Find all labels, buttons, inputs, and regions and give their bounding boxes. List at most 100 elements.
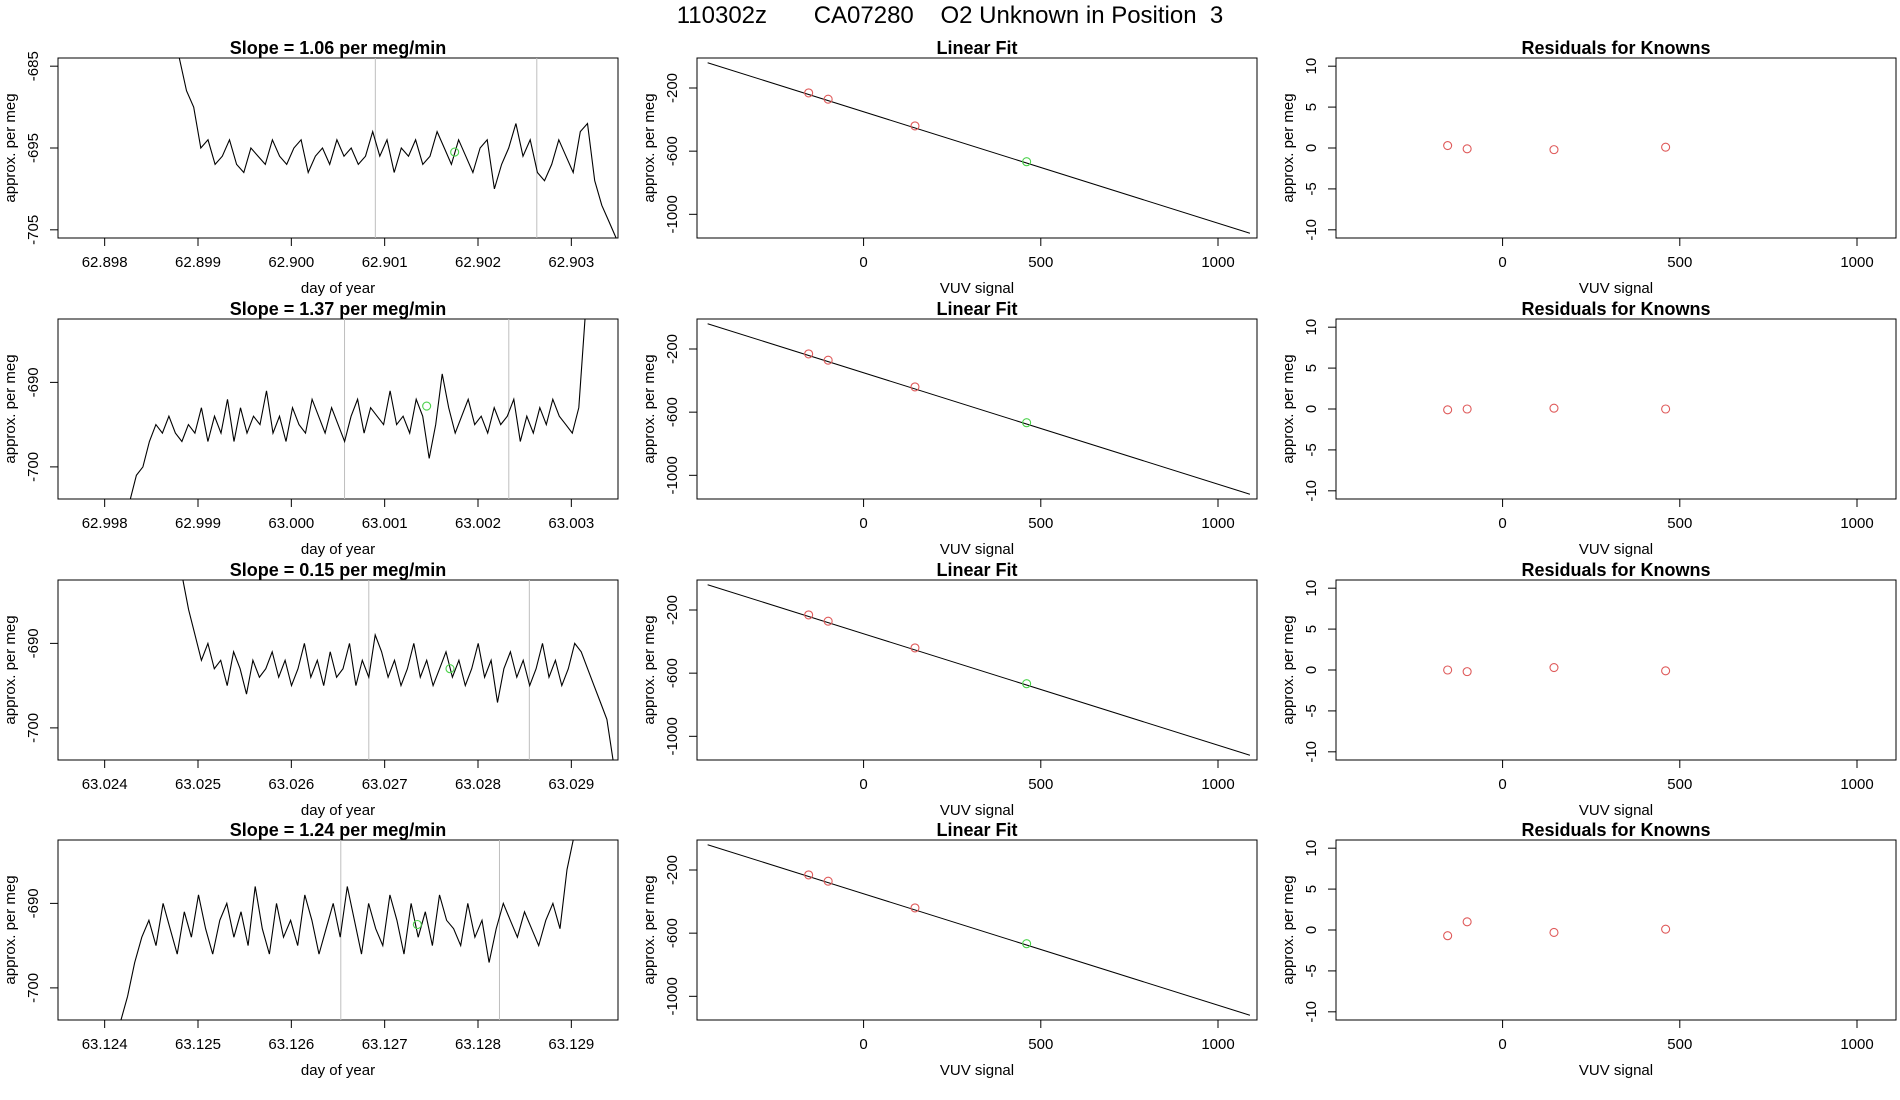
r3-linear-fit-ytick-label: -1000 bbox=[664, 717, 681, 755]
r1-residuals-xtick-label: 1000 bbox=[1840, 254, 1873, 271]
r2-time-series-trace bbox=[129, 319, 586, 499]
r1-linear-fit-ytick-label: -600 bbox=[664, 136, 681, 166]
r2-residuals-xlabel: VUV signal bbox=[1579, 541, 1653, 558]
r4-residuals-residual-point bbox=[1549, 927, 1559, 938]
r1-time-series-plot-area bbox=[178, 58, 617, 238]
r1-time-series-xtick-label: 62.900 bbox=[268, 254, 314, 271]
r4-residuals-residual-point bbox=[1661, 924, 1671, 934]
r3-linear-fit-xtick-label: 1000 bbox=[1201, 776, 1234, 793]
r4-residuals-xlabel: VUV signal bbox=[1579, 1062, 1653, 1079]
r2-residuals-ytick-label: -5 bbox=[1303, 443, 1320, 456]
r2-linear-fit-plot-area bbox=[707, 323, 1251, 495]
r2-linear-fit-xtick-label: 500 bbox=[1028, 515, 1053, 532]
r1-time-series-xtick-label: 62.901 bbox=[362, 254, 408, 271]
r2-residuals-plot-area bbox=[1443, 403, 1671, 415]
r2-linear-fit-known-point bbox=[823, 355, 833, 365]
r2-residuals-title: Residuals for Knowns bbox=[1521, 299, 1710, 319]
r1-time-series-frame bbox=[57, 57, 619, 239]
r1-linear-fit-ytick-label: -1000 bbox=[664, 195, 681, 233]
r4-linear-fit-ytick-label: -600 bbox=[664, 918, 681, 948]
r3-linear-fit-known-point bbox=[910, 643, 920, 653]
r1-linear-fit-xtick-label: 1000 bbox=[1201, 254, 1234, 271]
r2-linear-fit-panel: Linear Fit VUV signal approx. per meg 0 500 1… bbox=[641, 299, 1258, 558]
r1-linear-fit-panel: Linear Fit VUV signal approx. per meg 0 500 1… bbox=[641, 38, 1258, 297]
r3-time-series-ytick-label: -700 bbox=[25, 713, 42, 743]
r2-linear-fit-known-point bbox=[804, 349, 814, 359]
r4-linear-fit-panel: Linear Fit VUV signal approx. per meg 0 500 1… bbox=[641, 820, 1258, 1079]
r2-time-series-xtick-label: 62.998 bbox=[82, 515, 128, 532]
r3-time-series-xtick-label: 63.025 bbox=[175, 776, 221, 793]
r4-linear-fit-xtick-label: 0 bbox=[859, 1036, 867, 1053]
r2-linear-fit-ylabel: approx. per meg bbox=[641, 354, 658, 463]
r4-residuals-residual-point bbox=[1443, 931, 1453, 941]
r4-time-series-xtick-label: 63.129 bbox=[548, 1036, 594, 1053]
r1-residuals-ylabel: approx. per meg bbox=[1280, 93, 1297, 202]
r2-time-series-unknown-marker bbox=[422, 401, 432, 411]
r3-time-series-xtick-label: 63.027 bbox=[362, 776, 408, 793]
r1-time-series-xtick-label: 62.902 bbox=[455, 254, 501, 271]
r1-linear-fit-frame bbox=[696, 57, 1258, 239]
r3-residuals-ytick-label: -10 bbox=[1303, 741, 1320, 763]
r1-linear-fit-plot-area bbox=[707, 62, 1251, 234]
r3-linear-fit-panel: Linear Fit VUV signal approx. per meg 0 500 1… bbox=[641, 560, 1258, 819]
r2-linear-fit-ytick-label: -600 bbox=[664, 397, 681, 427]
r1-residuals-ytick-label: 10 bbox=[1303, 58, 1320, 75]
r1-time-series-xlabel: day of year bbox=[301, 280, 375, 297]
r4-residuals-xtick-label: 500 bbox=[1667, 1036, 1692, 1053]
r1-residuals-plot-area bbox=[1443, 140, 1671, 155]
r4-time-series-xtick-label: 63.125 bbox=[175, 1036, 221, 1053]
r3-time-series-xtick-label: 63.024 bbox=[82, 776, 128, 793]
r4-time-series-ytick-label: -700 bbox=[25, 973, 42, 1003]
r2-time-series-ytick-label: -690 bbox=[25, 367, 42, 397]
r3-residuals-ytick-label: -5 bbox=[1303, 704, 1320, 717]
r3-residuals-panel: Residuals for Knowns VUV signal approx. pe… bbox=[1280, 560, 1897, 819]
r2-residuals-ytick-label: 0 bbox=[1303, 405, 1320, 413]
r1-linear-fit-xtick-label: 500 bbox=[1028, 254, 1053, 271]
r3-time-series-ytick-label: -690 bbox=[25, 628, 42, 658]
r2-linear-fit-frame bbox=[696, 318, 1258, 500]
r1-residuals-residual-point bbox=[1462, 144, 1472, 154]
r4-linear-fit-known-point bbox=[804, 870, 814, 880]
r4-time-series-frame bbox=[57, 839, 619, 1021]
r2-time-series-xlabel: day of year bbox=[301, 541, 375, 558]
r3-time-series-xlabel: day of year bbox=[301, 802, 375, 819]
r2-linear-fit-xlabel: VUV signal bbox=[940, 541, 1014, 558]
r1-residuals-panel: Residuals for Knowns VUV signal approx. pe… bbox=[1280, 38, 1897, 297]
r3-residuals-xtick-label: 0 bbox=[1498, 776, 1506, 793]
r4-residuals-ytick-label: -10 bbox=[1303, 1001, 1320, 1023]
r2-residuals-xtick-label: 1000 bbox=[1840, 515, 1873, 532]
r3-linear-fit-ylabel: approx. per meg bbox=[641, 615, 658, 724]
r3-time-series-title: Slope = 0.15 per meg/min bbox=[230, 560, 447, 580]
r3-residuals-title: Residuals for Knowns bbox=[1521, 560, 1710, 580]
r3-linear-fit-xtick-label: 500 bbox=[1028, 776, 1053, 793]
r2-residuals-residual-point bbox=[1549, 403, 1559, 413]
r2-residuals-frame bbox=[1335, 318, 1897, 500]
r3-residuals-xtick-label: 1000 bbox=[1840, 776, 1873, 793]
r1-residuals-xtick-label: 500 bbox=[1667, 254, 1692, 271]
r3-linear-fit-frame bbox=[696, 579, 1258, 761]
r2-time-series-xtick-label: 63.001 bbox=[362, 515, 408, 532]
r2-linear-fit-ytick-label: -200 bbox=[664, 334, 681, 364]
r4-linear-fit-title: Linear Fit bbox=[936, 820, 1017, 840]
r4-time-series-ylabel: approx. per meg bbox=[2, 875, 19, 984]
r4-residuals-residual-point bbox=[1462, 917, 1472, 927]
r1-residuals-residual-point bbox=[1443, 140, 1453, 151]
r2-linear-fit-unknown-point bbox=[1022, 418, 1032, 428]
r2-time-series-xtick-label: 63.000 bbox=[268, 515, 314, 532]
r1-time-series-unknown-marker bbox=[450, 147, 460, 157]
r4-residuals-xtick-label: 0 bbox=[1498, 1036, 1506, 1053]
r3-linear-fit-ytick-label: -200 bbox=[664, 595, 681, 625]
r1-residuals-title: Residuals for Knowns bbox=[1521, 38, 1710, 58]
r4-residuals-ytick-label: 5 bbox=[1303, 885, 1320, 893]
r2-linear-fit-known-point bbox=[910, 382, 920, 392]
r2-time-series-ytick-label: -700 bbox=[25, 452, 42, 482]
r1-time-series-ytick-label: -705 bbox=[25, 215, 42, 245]
r2-residuals-xtick-label: 500 bbox=[1667, 515, 1692, 532]
r3-residuals-residual-point bbox=[1661, 666, 1671, 676]
r3-residuals-residual-point bbox=[1462, 667, 1472, 677]
r1-linear-fit-xlabel: VUV signal bbox=[940, 280, 1014, 297]
r4-residuals-title: Residuals for Knowns bbox=[1521, 820, 1710, 840]
r4-time-series-xtick-label: 63.124 bbox=[82, 1036, 128, 1053]
